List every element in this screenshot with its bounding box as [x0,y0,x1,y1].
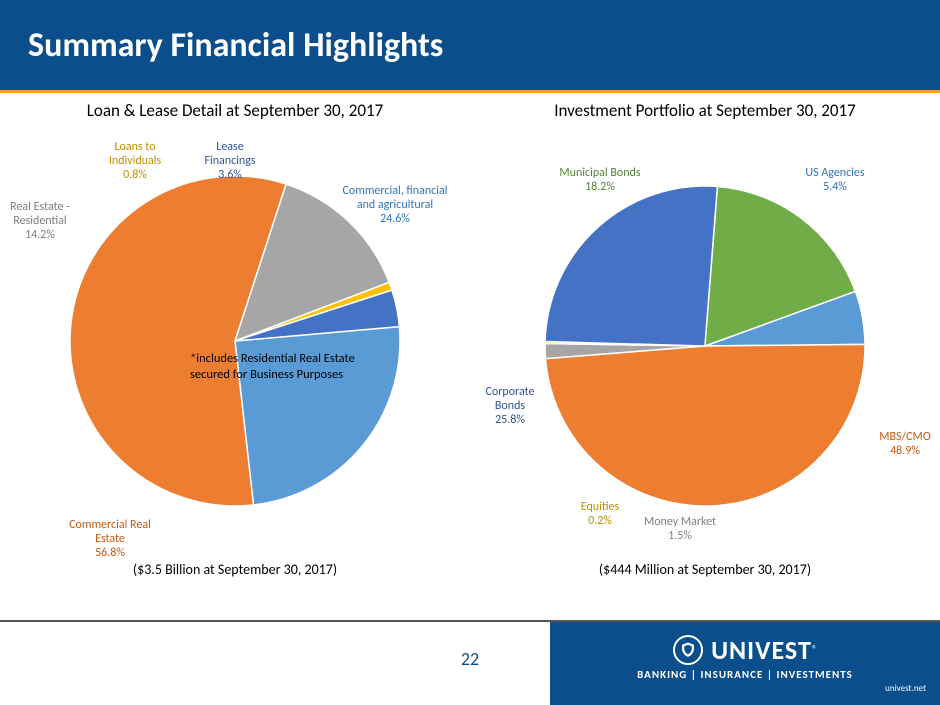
pie-slice [545,186,717,346]
slice-label: Commercial Real Estate56.8% [60,519,160,560]
header-bar: Summary Financial Highlights [0,0,940,90]
left-chart-caption: ($3.5 Billion at September 30, 2017) [0,561,470,578]
content-area: Loan & Lease Detail at September 30, 201… [0,90,940,620]
chart-note: *includes Residential Real Estate secure… [190,351,360,382]
right-chart-panel: Investment Portfolio at September 30, 20… [470,90,940,600]
slice-label: MBS/CMO48.9% [865,431,940,459]
left-pie-container: Commercial, financial and agricultural24… [0,121,470,561]
slice-label: Corporate Bonds25.8% [470,386,550,427]
brand-name: UNIVEST® [711,634,817,666]
shield-icon [673,635,703,665]
pie-slice [545,344,865,506]
right-pie-container: US Agencies5.4% MBS/CMO48.9% Money Market1… [470,121,940,561]
slice-label: Lease Financings3.6% [190,141,270,182]
left-chart-title: Loan & Lease Detail at September 30, 201… [0,100,470,121]
brand-subline: BANKING | INSURANCE | INVESTMENTS [637,668,853,681]
slide: Summary Financial Highlights Loan & Leas… [0,0,940,705]
brand-url: univest.net [885,683,926,694]
slice-label: Loans to Individuals0.8% [95,141,175,182]
right-chart-caption: ($444 Million at September 30, 2017) [470,561,940,578]
left-chart-panel: Loan & Lease Detail at September 30, 201… [0,90,470,600]
right-chart-title: Investment Portfolio at September 30, 20… [470,100,940,121]
brand-block: UNIVEST® BANKING | INSURANCE | INVESTMEN… [550,622,940,705]
brand-row: UNIVEST® [673,634,817,666]
slice-label: Commercial, financial and agricultural24… [340,185,450,226]
slice-label: Real Estate - Residential14.2% [0,201,85,242]
page-title: Summary Financial Highlights [28,25,443,66]
slice-label: Equities0.2% [565,501,635,529]
slice-label: US Agencies5.4% [790,167,880,195]
slice-label: Money Market1.5% [630,516,730,544]
footer: 22 UNIVEST® BANKING | INSURANCE | INVEST… [0,620,940,705]
page-number: 22 [461,648,479,670]
slice-label: Municipal Bonds18.2% [540,167,660,195]
